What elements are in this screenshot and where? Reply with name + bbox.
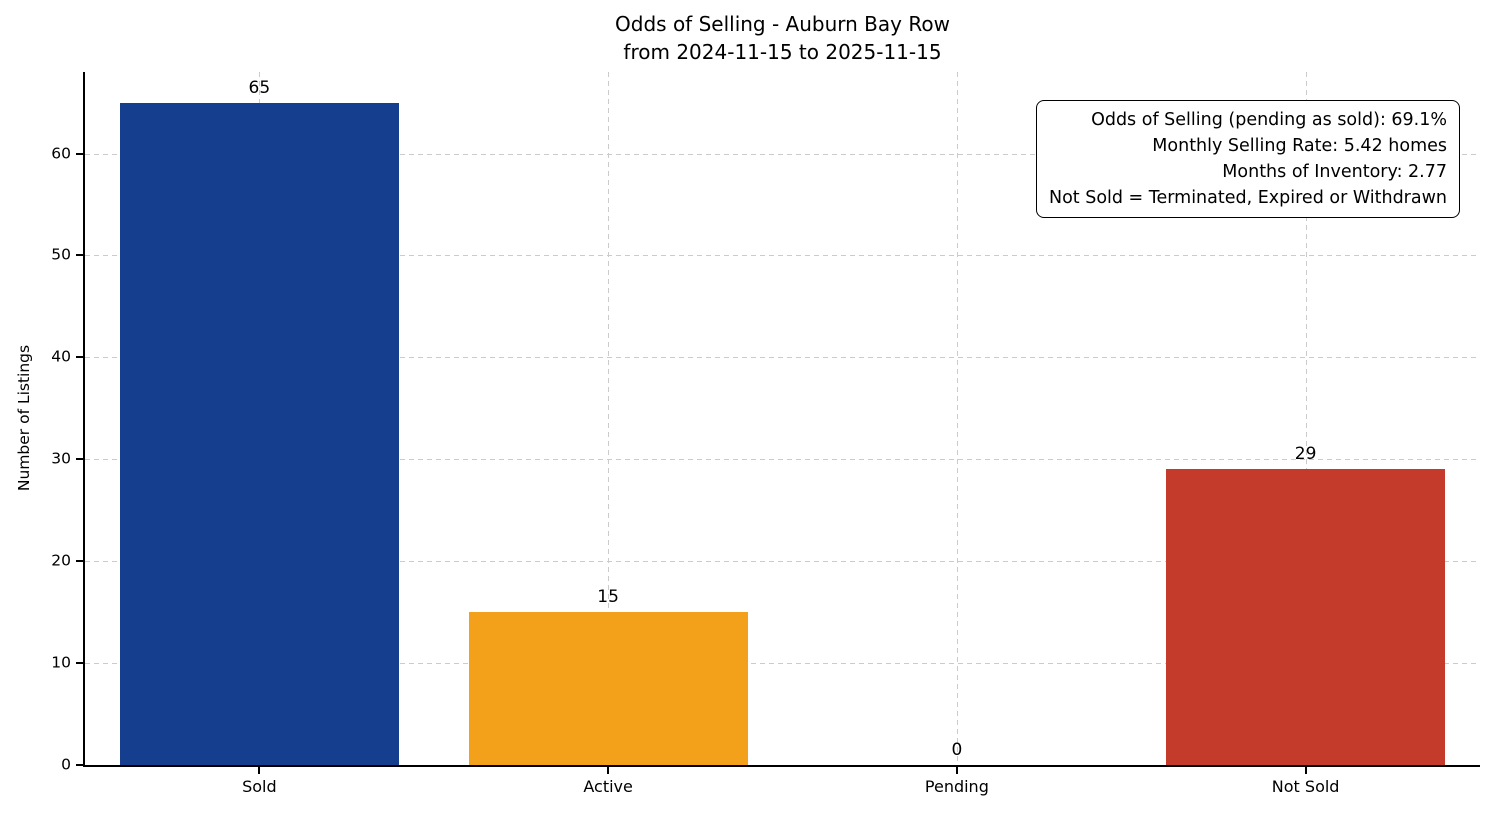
y-tick-mark-60 xyxy=(76,152,83,155)
y-tick-label-40: 40 xyxy=(51,347,71,366)
y-axis-label: Number of Listings xyxy=(15,344,33,492)
y-tick-mark-20 xyxy=(76,560,83,563)
annotation-monthly-selling-rate: Monthly Selling Rate: 5.42 homes xyxy=(1152,136,1447,156)
chart-title: Odds of Selling - Auburn Bay Row from 20… xyxy=(85,10,1480,66)
stats-annotation-box: Odds of Selling (pending as sold): 69.1%… xyxy=(1035,100,1460,218)
x-tick-mark-sold xyxy=(258,767,261,774)
v-gridline-not-sold xyxy=(1305,72,1307,765)
x-tick-label-not-sold: Not Sold xyxy=(1271,777,1340,796)
y-tick-mark-40 xyxy=(76,356,83,359)
annotation-not-sold-definition: Not Sold = Terminated, Expired or Withdr… xyxy=(1048,188,1447,208)
x-tick-mark-active xyxy=(607,767,610,774)
y-tick-mark-30 xyxy=(76,458,83,461)
h-gridline-60 xyxy=(85,153,1480,155)
y-tick-label-0: 0 xyxy=(61,755,71,774)
bar-value-label-sold: 65 xyxy=(248,77,271,98)
annotation-months-of-inventory: Months of Inventory: 2.77 xyxy=(1222,162,1447,182)
y-tick-label-60: 60 xyxy=(51,143,71,162)
y-tick-label-20: 20 xyxy=(51,551,71,570)
y-tick-label-10: 10 xyxy=(51,653,71,672)
v-gridline-pending xyxy=(956,72,958,765)
h-gridline-20 xyxy=(85,561,1480,563)
y-axis-spine xyxy=(83,72,85,767)
bar-not-sold xyxy=(1166,469,1446,765)
bar-value-label-pending: 0 xyxy=(951,740,963,760)
chart-title-line1: Odds of Selling - Auburn Bay Row xyxy=(615,12,950,36)
x-tick-label-pending: Pending xyxy=(924,777,989,796)
plot-area: 65 15 0 29 0 10 20 30 40 50 60 Sold Active Pending No… xyxy=(51,72,1480,796)
v-gridline-active xyxy=(608,72,610,765)
x-tick-label-active: Active xyxy=(583,777,633,796)
h-gridline-10 xyxy=(85,663,1480,665)
chart-title-line2: from 2024-11-15 to 2025-11-15 xyxy=(623,40,942,64)
h-gridline-50 xyxy=(85,255,1480,257)
y-tick-mark-10 xyxy=(76,662,83,665)
x-axis-spine xyxy=(83,765,1480,767)
bar-value-label-active: 15 xyxy=(597,587,619,608)
h-gridline-40 xyxy=(85,357,1480,359)
bar-active xyxy=(468,612,748,765)
y-tick-label-30: 30 xyxy=(51,449,71,468)
y-tick-label-50: 50 xyxy=(51,245,71,264)
y-tick-mark-50 xyxy=(76,254,83,257)
annotation-odds-of-selling: Odds of Selling (pending as sold): 69.1% xyxy=(1091,110,1447,130)
x-tick-mark-not-sold xyxy=(1304,767,1307,774)
bar-value-label-not-sold: 29 xyxy=(1294,444,1317,465)
y-tick-mark-0 xyxy=(76,764,83,766)
h-gridline-30 xyxy=(85,459,1480,461)
bar-sold xyxy=(119,102,399,765)
x-tick-label-sold: Sold xyxy=(242,777,277,796)
x-tick-mark-pending xyxy=(955,767,958,774)
